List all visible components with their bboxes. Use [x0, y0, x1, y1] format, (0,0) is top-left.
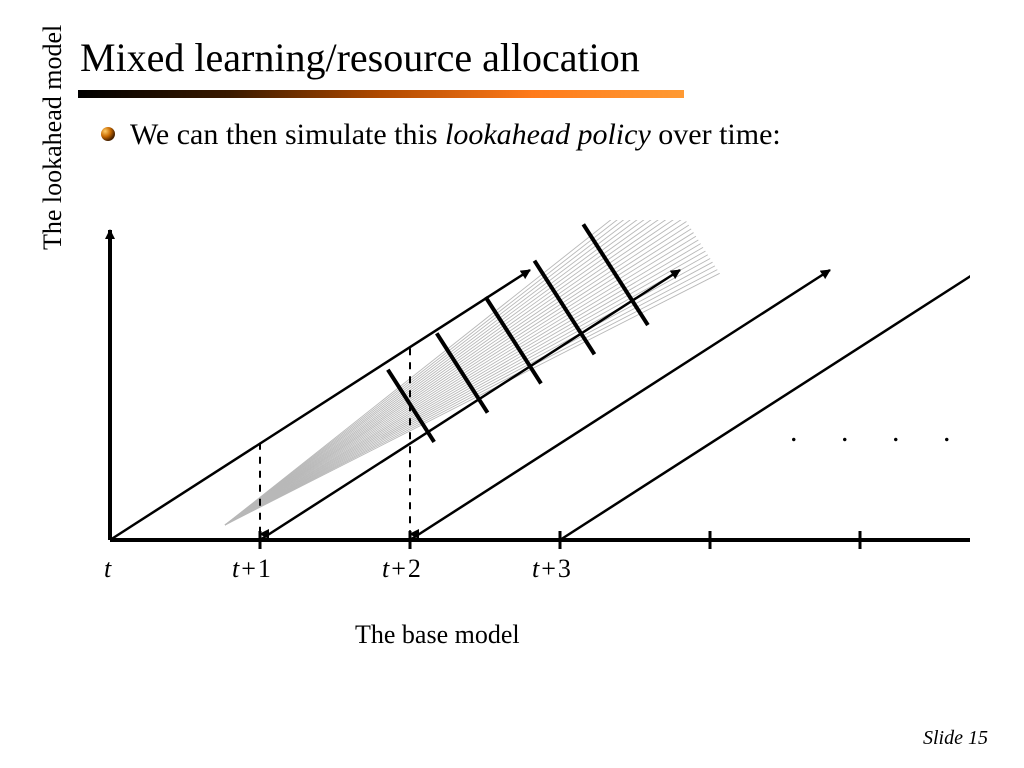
scenario-line [225, 266, 715, 525]
scenario-line [225, 233, 694, 525]
bullet-text: We can then simulate this lookahead poli… [130, 116, 781, 154]
lookahead-arrow-0 [110, 270, 530, 540]
scenario-line [225, 251, 705, 525]
x-tick-label-1: t+1 [232, 554, 271, 584]
lookahead-arrow-2 [410, 270, 830, 540]
bullet-sphere-icon [100, 126, 116, 142]
scenario-line [225, 229, 691, 525]
scenario-line [225, 225, 689, 525]
bullet-pre: We can then simulate this [130, 118, 445, 151]
x-axis-label: The base model [355, 620, 520, 650]
slide-title: Mixed learning/resource allocation [80, 34, 640, 81]
slide-number: Slide 15 [923, 727, 988, 750]
y-axis-label: The lookahead model [38, 25, 68, 250]
scenario-line [225, 247, 703, 525]
x-tick-label-3: t+3 [532, 554, 571, 584]
scenario-line [225, 244, 701, 525]
x-tick-label-0: t [104, 554, 111, 584]
bullet-em: lookahead policy [445, 118, 651, 151]
lookahead-diagram [50, 220, 970, 680]
title-gradient-bar [78, 90, 684, 98]
scenario-line [225, 236, 696, 525]
scenario-line [225, 240, 698, 525]
ellipsis-dots: . . . . [790, 415, 969, 449]
scenario-line [225, 221, 686, 525]
scenario-line [225, 255, 708, 525]
bullet-post: over time: [651, 118, 781, 151]
x-tick-label-2: t+2 [382, 554, 421, 584]
bullet-row: We can then simulate this lookahead poli… [100, 116, 920, 154]
diagram-svg [50, 220, 970, 680]
lookahead-arrow-1 [260, 270, 680, 540]
scenario-line [225, 273, 720, 525]
scenario-stage-bar [486, 297, 541, 384]
